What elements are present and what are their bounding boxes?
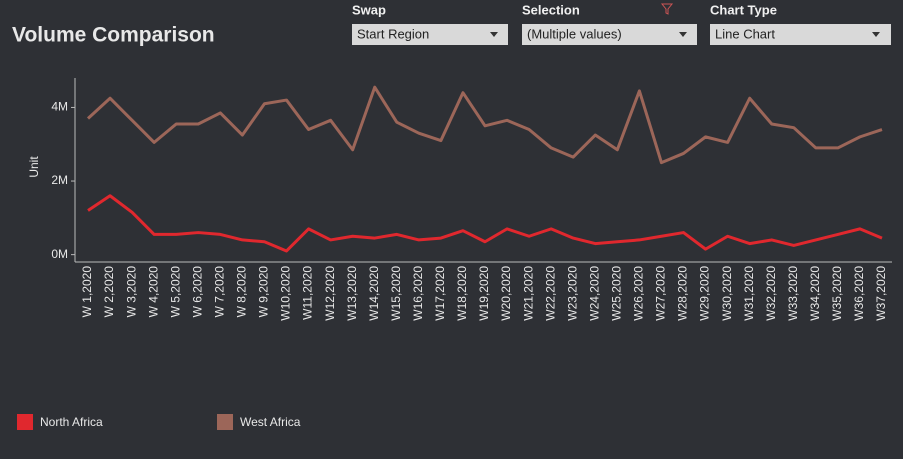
legend-label: West Africa [240,415,301,429]
x-tick-label: W34,2020 [808,266,822,321]
x-tick-label: W23,2020 [565,266,579,321]
x-tick-label: W 9,2020 [257,266,271,318]
x-tick-label: W14,2020 [367,266,381,321]
x-tick-label: W26,2020 [632,266,646,321]
legend-swatch [17,414,33,430]
x-tick-label: W29,2020 [698,266,712,321]
line [87,194,883,253]
x-tick-label: W17,2020 [433,266,447,321]
y-tick-label: 0M [51,247,68,261]
x-tick-label: W25,2020 [610,266,624,321]
filter-icon[interactable] [660,3,674,15]
x-tick-label: W24,2020 [587,266,601,321]
x-tick-label: W16,2020 [411,266,425,321]
y-tick-label: 2M [51,173,68,187]
legend-label: North Africa [40,415,103,429]
x-tick-label: W35,2020 [830,266,844,321]
x-tick-label: W12,2020 [323,266,337,321]
legend-swatch [217,414,233,430]
x-tick-label: W19,2020 [477,266,491,321]
dropdown-value[interactable]: (Multiple values) [527,26,622,41]
x-tick-label: W 8,2020 [235,266,249,318]
x-tick-label: W11,2020 [301,266,315,320]
x-tick-label: W15,2020 [389,266,403,321]
x-tick-label: W37,2020 [874,266,888,321]
x-tick-label: W20,2020 [499,266,513,321]
x-tick-label: W32,2020 [764,266,778,321]
control-label: Selection [522,2,580,17]
x-tick-label: W 7,2020 [213,266,227,318]
dropdown-value[interactable]: Start Region [357,26,429,41]
x-tick-label: W33,2020 [786,266,800,321]
control-label: Swap [352,2,386,17]
control-label: Chart Type [710,2,777,17]
x-tick-label: W27,2020 [654,266,668,321]
x-tick-label: W22,2020 [543,266,557,321]
x-tick-label: W31,2020 [742,266,756,321]
x-tick-label: W 3,2020 [124,266,138,318]
x-tick-label: W36,2020 [852,266,866,321]
dropdown-arrow[interactable] [679,32,687,37]
x-tick-label: W28,2020 [676,266,690,321]
dropdown[interactable] [352,24,508,45]
x-tick-label: W 2,2020 [102,266,116,318]
dropdown-value[interactable]: Line Chart [715,26,775,41]
dropdown-arrow[interactable] [872,32,880,37]
x-tick-label: W13,2020 [345,266,359,321]
x-tick-label: W30,2020 [720,266,734,321]
y-tick-label: 4M [51,100,68,114]
y-axis-label: Unit [27,156,41,178]
x-tick-label: W 6,2020 [190,266,204,318]
x-tick-label: W21,2020 [521,266,535,321]
x-tick-label: W18,2020 [455,266,469,321]
chart-title: Volume Comparison [12,24,215,47]
dropdown[interactable] [710,24,891,45]
dropdown[interactable] [522,24,697,45]
x-tick-label: W 5,2020 [168,266,182,318]
x-tick-label: W10,2020 [279,266,293,321]
dropdown-arrow[interactable] [490,32,498,37]
x-tick-label: W 1,2020 [80,266,94,318]
x-tick-label: W 4,2020 [146,266,160,318]
line [86,85,883,165]
